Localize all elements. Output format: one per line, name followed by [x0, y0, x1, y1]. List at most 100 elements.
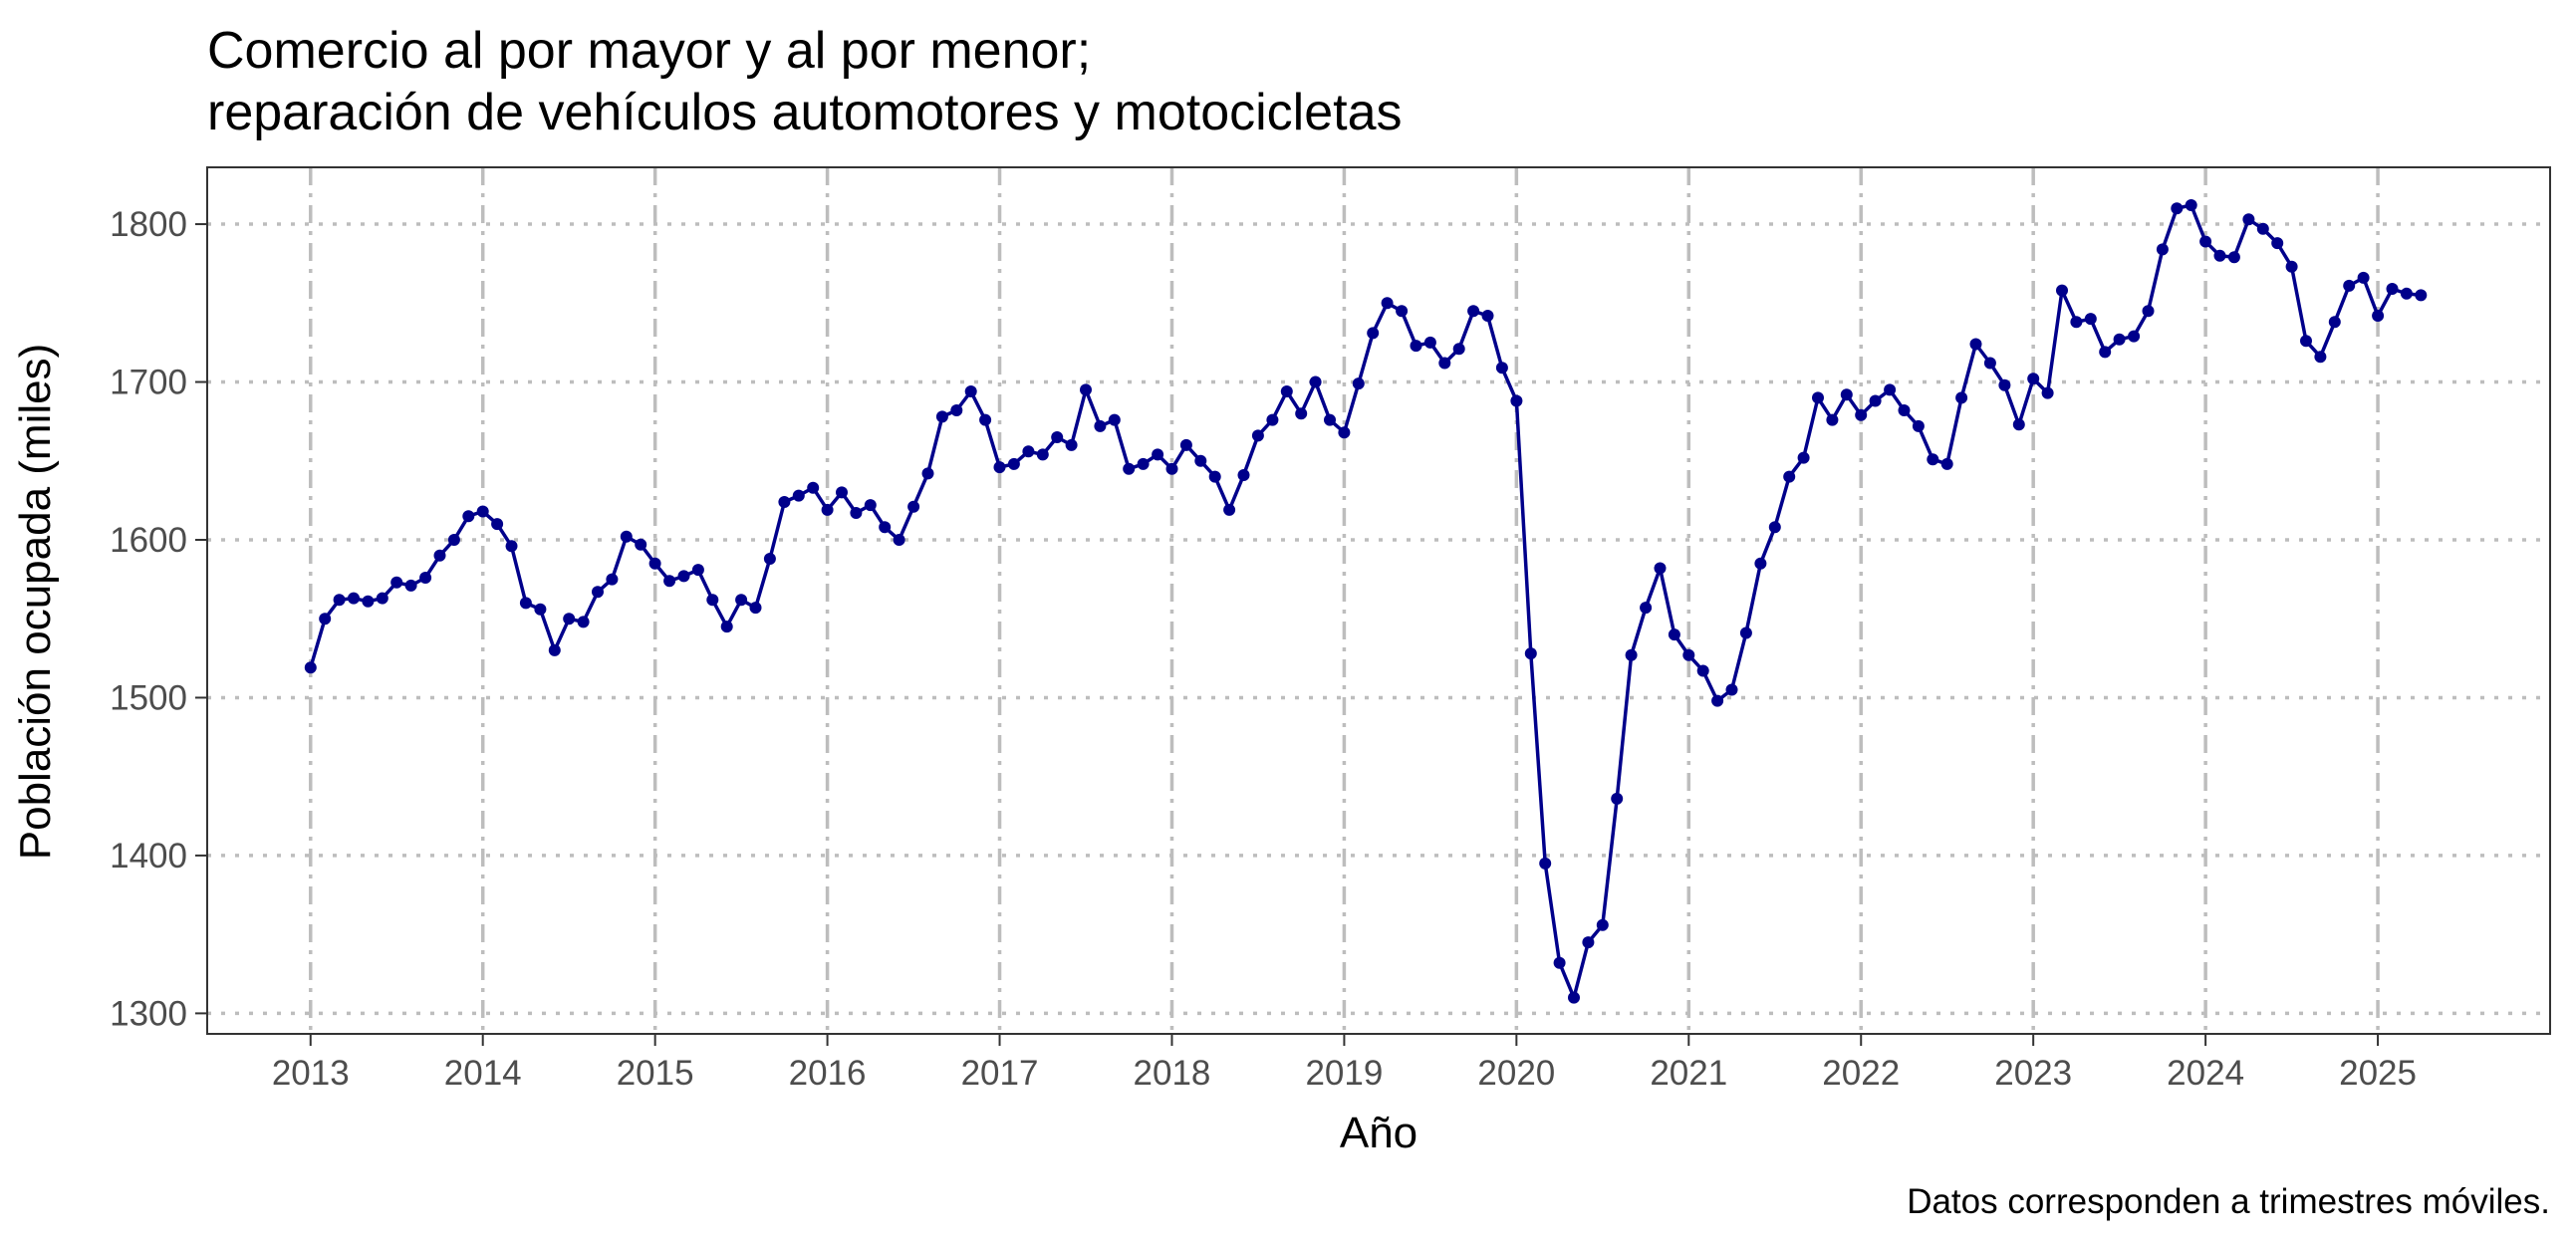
data-point	[1036, 448, 1049, 461]
data-point	[1927, 453, 1939, 466]
data-point	[1452, 343, 1465, 356]
data-point	[1208, 470, 1221, 483]
x-tick-label: 2017	[961, 1054, 1039, 1093]
data-point	[1352, 377, 1365, 390]
series-line	[309, 203, 2422, 1000]
grid	[207, 167, 2550, 1034]
data-point	[1682, 648, 1695, 661]
data-point	[462, 510, 475, 523]
data-point	[433, 549, 446, 562]
data-point	[1165, 462, 1178, 475]
data-point	[1152, 448, 1164, 461]
data-point	[979, 413, 992, 426]
data-point	[1812, 391, 1824, 404]
data-point	[390, 576, 403, 589]
data-point	[836, 486, 848, 499]
data-point	[677, 570, 690, 583]
data-point	[1495, 362, 1508, 375]
y-tick-label: 1700	[110, 364, 187, 402]
plot-frame	[206, 166, 2551, 1035]
data-point	[1553, 956, 1566, 969]
x-tick-label: 2013	[272, 1054, 350, 1093]
data-point	[2041, 386, 2054, 399]
data-point	[2343, 279, 2356, 292]
data-point	[2400, 287, 2413, 300]
data-point	[2099, 346, 2112, 359]
data-point	[2271, 237, 2284, 250]
data-point	[1855, 408, 1868, 421]
data-point	[950, 404, 963, 416]
data-point	[1884, 383, 1897, 396]
x-tick-label: 2019	[1305, 1054, 1383, 1093]
data-point	[1611, 792, 1624, 805]
data-point	[2386, 283, 2399, 295]
y-axis-title: Población ocupada (miles)	[11, 344, 60, 861]
data-point	[1983, 357, 1996, 370]
data-point	[1065, 438, 1078, 451]
data-point	[648, 557, 661, 570]
data-point	[1940, 457, 1953, 470]
data-point	[1051, 431, 1064, 443]
data-point	[1309, 375, 1322, 388]
data-point	[2242, 213, 2255, 226]
data-point	[476, 505, 489, 518]
y-axis: 1300 1400 1500 1600 1700 1800	[110, 205, 207, 1033]
data-point	[1826, 413, 1839, 426]
data-point	[505, 540, 518, 553]
data-point	[519, 597, 532, 610]
data-point	[1754, 557, 1767, 570]
data-point	[763, 553, 776, 565]
x-tick-label: 2018	[1134, 1054, 1211, 1093]
data-point	[319, 613, 332, 625]
data-point	[1654, 562, 1667, 575]
data-point	[2300, 335, 2312, 348]
data-point	[2156, 243, 2169, 256]
x-tick-label: 2022	[1822, 1054, 1900, 1093]
data-point	[1467, 305, 1480, 318]
data-point	[2213, 249, 2226, 262]
data-point	[1969, 338, 1982, 351]
data-point	[1539, 857, 1552, 870]
chart-title-line-1: Comercio al por mayor y al por menor;	[207, 22, 1091, 80]
x-tick-label: 2016	[789, 1054, 867, 1093]
data-point	[1596, 918, 1609, 931]
data-point	[1396, 305, 1409, 318]
y-tick-label: 1600	[110, 521, 187, 560]
data-point	[935, 410, 948, 423]
data-point	[893, 534, 905, 546]
chart-caption: Datos corresponden a trimestres móviles.	[1907, 1182, 2550, 1221]
data-point	[1007, 457, 1020, 470]
data-point	[964, 385, 977, 397]
data-point	[620, 530, 633, 543]
data-point	[1625, 648, 1638, 661]
data-point	[2199, 235, 2212, 248]
data-point	[362, 595, 375, 608]
x-tick-label: 2023	[1994, 1054, 2072, 1093]
data-point	[1725, 683, 1738, 696]
data-point	[2328, 316, 2341, 329]
data-point	[864, 499, 877, 512]
data-point	[1510, 394, 1523, 407]
data-point	[1108, 413, 1121, 426]
data-point	[635, 538, 647, 551]
data-point	[534, 603, 547, 616]
data-point	[1251, 429, 1264, 442]
data-point	[1955, 391, 1968, 404]
x-tick-label: 2024	[2167, 1054, 2244, 1093]
data-point	[720, 621, 733, 633]
data-point	[749, 602, 762, 615]
data-point	[1869, 394, 1882, 407]
data-point	[1367, 327, 1380, 340]
data-point	[491, 518, 504, 531]
data-point	[2171, 202, 2184, 215]
data-point	[1381, 297, 1394, 310]
data-point	[2056, 284, 2068, 297]
y-tick-label: 1800	[110, 205, 187, 244]
data-point	[606, 573, 619, 586]
data-point	[563, 613, 576, 625]
data-point	[735, 594, 748, 607]
data-point	[778, 496, 791, 508]
data-point	[348, 592, 360, 605]
